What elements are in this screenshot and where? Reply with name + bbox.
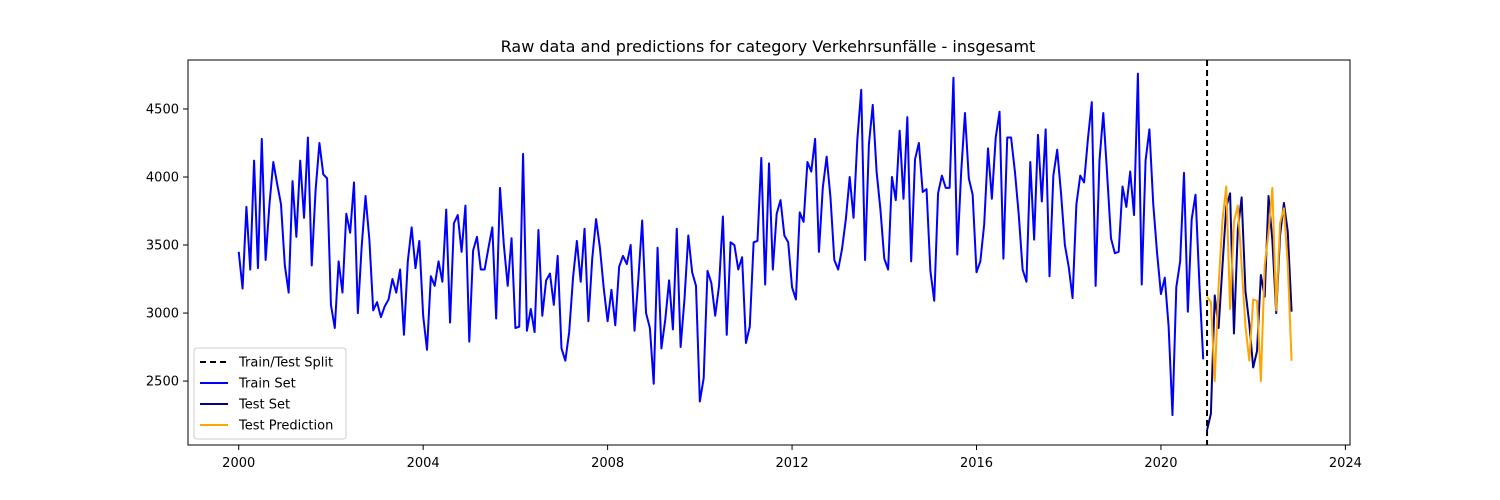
series-layer (237, 72, 1293, 431)
y-axis: 2500 3000 3500 4000 4500 (146, 102, 188, 390)
x-tick-label: 2008 (591, 456, 624, 471)
plot-area: 2000 2004 2008 2012 2016 2020 2024 2500 3000 350… (146, 59, 1362, 471)
y-tick-label: 3000 (146, 307, 179, 322)
x-tick-label: 2004 (407, 456, 440, 471)
x-tick-label: 2016 (960, 456, 993, 471)
series-line-train-set (237, 72, 1205, 417)
x-tick-label: 2024 (1329, 456, 1362, 471)
legend-label: Test Set (238, 398, 290, 413)
y-tick-label: 2500 (146, 375, 179, 390)
y-tick-label: 4500 (146, 102, 179, 117)
chart-title: Raw data and predictions for category Ve… (501, 37, 1036, 56)
legend-box (193, 347, 347, 440)
legend-label: Test Prediction (238, 419, 333, 434)
axes-frame (187, 59, 1351, 446)
legend-label: Train Set (238, 377, 296, 392)
y-tick-label: 4000 (146, 170, 179, 185)
y-tick-label: 3500 (146, 239, 179, 254)
x-tick-label: 2020 (1144, 456, 1177, 471)
x-tick-label: 2000 (222, 456, 255, 471)
legend-label: Train/Test Split (238, 356, 333, 371)
series-line-test-prediction (1206, 185, 1293, 383)
legend: Train/Test Split Train Set Test Set Test Pr… (193, 347, 347, 440)
x-tick-label: 2012 (776, 456, 809, 471)
x-axis: 2000 2004 2008 2012 2016 2020 2024 (222, 445, 1362, 471)
